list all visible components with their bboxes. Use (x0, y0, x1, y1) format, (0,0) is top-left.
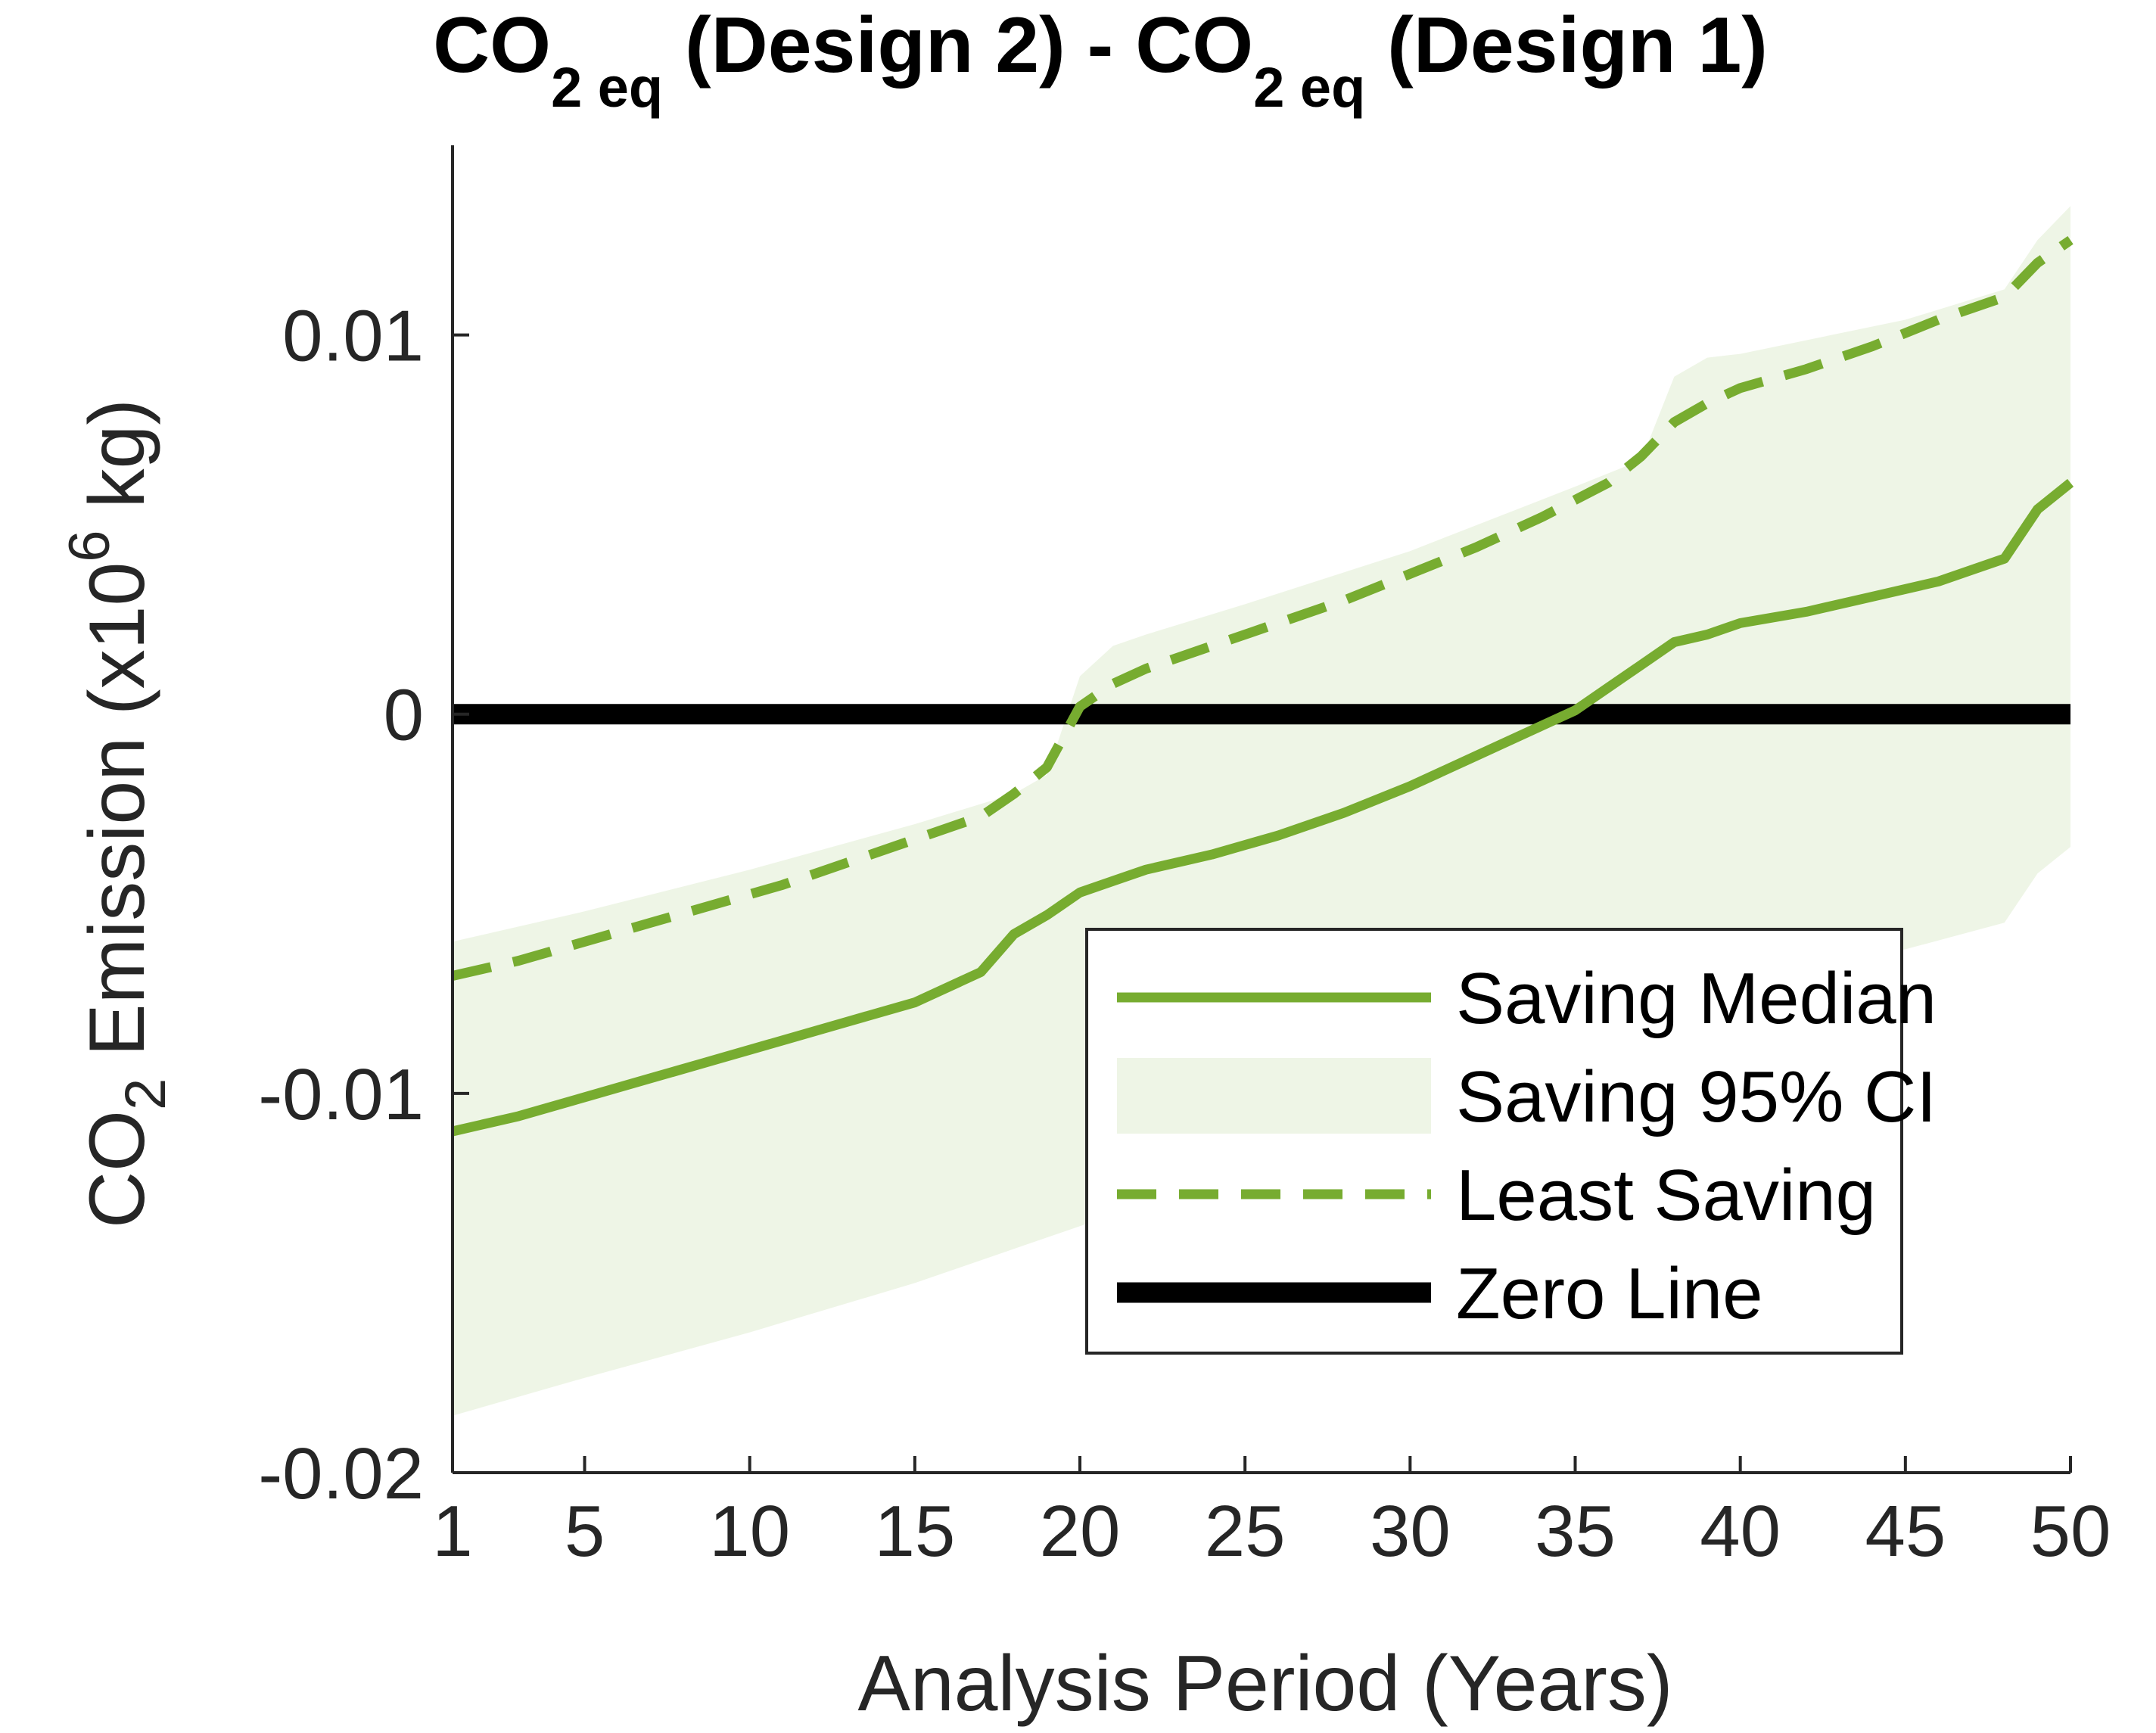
legend: Saving Median Saving 95% CI Least Saving Ze… (1085, 928, 1937, 1355)
title-part1: CO (433, 2, 551, 89)
ylabel-sub: 2 (114, 1078, 178, 1110)
ci-band (453, 206, 2070, 1416)
x-tick-label: 50 (2030, 1491, 2111, 1572)
plot-area (451, 206, 2074, 1416)
ylabel-part1: CO (73, 1110, 161, 1228)
legend-swatch-ci (1117, 1058, 1431, 1134)
title-sub2: 2 eq (1253, 56, 1365, 119)
title-sub1: 2 eq (551, 56, 663, 119)
legend-label: Saving 95% CI (1456, 1056, 1937, 1137)
y-tick-label: -0.01 (258, 1054, 424, 1135)
saving-median-line (451, 478, 2074, 1137)
x-tick-label: 40 (1700, 1491, 1781, 1572)
x-tick-label: 1 (432, 1491, 472, 1572)
least-saving-line (451, 235, 2074, 981)
title-part3: (Design 1) (1365, 2, 1768, 89)
x-tick-label: 35 (1535, 1491, 1616, 1572)
y-axis-label: CO2 Emission (x106 kg) (58, 399, 178, 1228)
chart-title: CO2 eq (Design 2) - CO2 eq (Design 1) (433, 2, 1768, 119)
y-tick-label: -0.02 (258, 1433, 424, 1514)
x-tick-label: 5 (565, 1491, 605, 1572)
title-part2: (Design 2) - CO (663, 2, 1253, 89)
x-tick-label: 20 (1040, 1491, 1121, 1572)
legend-label: Zero Line (1456, 1253, 1763, 1334)
x-axis-label: Analysis Period (Years) (857, 1640, 1672, 1728)
legend-label: Saving Median (1456, 958, 1937, 1039)
ylabel-part3: kg) (73, 399, 161, 530)
x-tick-label: 25 (1205, 1491, 1286, 1572)
x-tick-label: 10 (709, 1491, 790, 1572)
legend-label: Least Saving (1456, 1155, 1876, 1236)
y-tick-label: 0 (384, 675, 424, 756)
x-tick-label: 15 (874, 1491, 955, 1572)
ylabel-sup: 6 (58, 530, 122, 562)
ylabel-part2: Emission (x10 (73, 562, 161, 1078)
x-tick-label: 45 (1865, 1491, 1946, 1572)
y-tick-label: 0.01 (282, 296, 424, 377)
x-tick-label: 30 (1370, 1491, 1451, 1572)
